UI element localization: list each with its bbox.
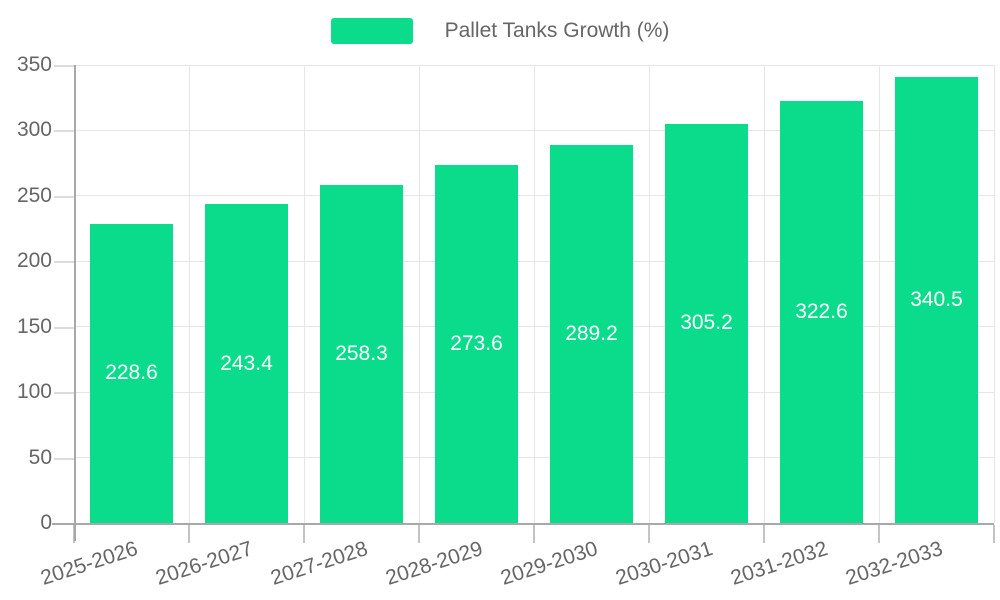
bar-value-label: 243.4	[220, 351, 273, 375]
x-axis-tick	[993, 525, 995, 543]
bar[interactable]: 258.3	[319, 184, 404, 523]
x-axis-line	[52, 523, 994, 525]
x-axis-tick	[418, 525, 420, 543]
bar-value-label: 340.5	[910, 288, 963, 312]
bar-value-label: 322.6	[795, 299, 848, 323]
y-axis-label: 250	[16, 183, 52, 207]
gridline-vertical	[188, 65, 190, 523]
legend-label: Pallet Tanks Growth (%)	[444, 19, 670, 42]
y-axis-tick	[54, 261, 74, 264]
gridline-vertical	[533, 65, 535, 523]
bar[interactable]: 289.2	[549, 144, 634, 523]
gridline-vertical	[878, 65, 880, 523]
y-axis-label: 0	[40, 511, 52, 534]
legend-swatch	[330, 18, 413, 44]
bar[interactable]: 273.6	[434, 164, 519, 523]
bar[interactable]: 340.5	[894, 77, 979, 523]
x-axis-label: 2030-2031	[612, 537, 716, 590]
bar[interactable]: 243.4	[204, 204, 289, 523]
x-axis-tick	[763, 525, 765, 543]
gridline-vertical	[993, 65, 995, 523]
bar[interactable]: 322.6	[779, 100, 864, 523]
x-axis-label: 2025-2026	[37, 537, 141, 590]
x-axis-tick	[188, 525, 190, 543]
bar[interactable]: 228.6	[89, 223, 174, 523]
y-axis-tick	[54, 130, 74, 133]
x-axis-label: 2031-2032	[727, 537, 831, 590]
bar[interactable]: 305.2	[664, 123, 749, 523]
y-axis-tick	[54, 392, 74, 395]
y-axis-tick	[54, 195, 74, 198]
gridline-vertical	[648, 65, 650, 523]
x-axis-label: 2032-2033	[842, 537, 946, 590]
y-axis-label: 350	[16, 53, 52, 76]
x-axis-label: 2028-2029	[382, 537, 486, 590]
legend-item[interactable]: Pallet Tanks Growth (%)	[0, 16, 1000, 46]
bar-value-label: 305.2	[680, 311, 733, 335]
gridline-vertical	[418, 65, 420, 523]
y-axis-label: 100	[16, 380, 52, 404]
y-axis-label: 300	[16, 118, 52, 142]
x-axis-tick	[648, 525, 650, 543]
x-axis-tick	[878, 525, 880, 543]
x-axis-tick	[533, 525, 535, 543]
y-axis-label: 50	[28, 445, 52, 469]
x-axis-label: 2029-2030	[497, 537, 601, 590]
bar-value-label: 289.2	[565, 321, 618, 345]
bar-value-label: 228.6	[105, 361, 158, 385]
gridline-vertical	[303, 65, 305, 523]
x-axis-label: 2026-2027	[152, 537, 256, 590]
y-axis-tick	[54, 65, 74, 67]
y-axis-tick	[54, 457, 74, 460]
x-axis-label: 2027-2028	[267, 537, 371, 590]
y-axis-line	[74, 65, 76, 541]
y-axis-label: 150	[16, 314, 52, 338]
x-axis-tick	[303, 525, 305, 543]
gridline-vertical	[763, 65, 765, 523]
bar-value-label: 258.3	[335, 341, 388, 365]
y-axis-tick	[54, 326, 74, 329]
bar-value-label: 273.6	[450, 331, 503, 355]
y-axis-label: 200	[16, 249, 52, 273]
